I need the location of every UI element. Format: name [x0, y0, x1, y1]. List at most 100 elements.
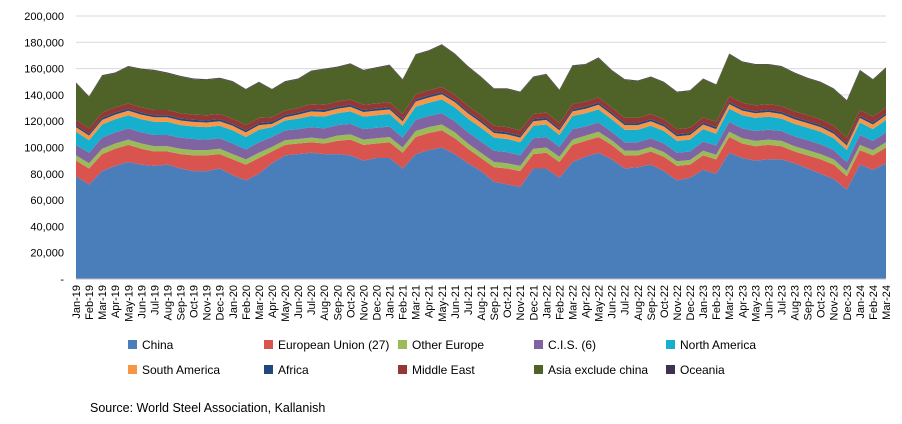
x-tick-label: Aug-22: [633, 285, 645, 320]
x-tick-label: May-21: [437, 285, 449, 322]
legend-label: Other Europe: [412, 338, 484, 352]
x-tick-label: Jan-23: [698, 285, 710, 319]
x-tick-label: Nov-22: [672, 285, 684, 320]
x-tick-label: Mar-21: [411, 285, 423, 320]
y-tick-label: 20,000: [30, 248, 64, 260]
legend-swatch: [398, 340, 407, 349]
legend-label: Middle East: [412, 363, 475, 377]
x-tick-label: Mar-19: [97, 285, 109, 320]
legend-label: C.I.S. (6): [548, 338, 596, 352]
x-tick-label: Jul-22: [620, 285, 632, 315]
legend-label: North America: [680, 338, 756, 352]
x-tick-label: Sep-19: [176, 285, 188, 320]
y-tick-label: 60,000: [30, 195, 64, 207]
series-area-asia-exclude-china: [76, 44, 886, 138]
x-tick-label: Dec-20: [371, 285, 383, 320]
y-tick-label: 180,000: [24, 37, 64, 49]
legend-label: Oceania: [680, 363, 725, 377]
x-tick-label: Apr-23: [737, 285, 749, 318]
x-tick-label: Dec-19: [215, 285, 227, 320]
x-tick-label: Nov-23: [829, 285, 841, 320]
x-tick-label: Feb-19: [84, 285, 96, 320]
legend-label: Asia exclude china: [548, 363, 648, 377]
x-tick-label: Feb-24: [868, 285, 880, 320]
legend-swatch: [128, 340, 137, 349]
x-tick-label: Dec-21: [528, 285, 540, 320]
x-tick-label: Sep-22: [646, 285, 658, 320]
x-tick-label: Jun-23: [763, 285, 775, 319]
legend-swatch: [128, 365, 137, 374]
legend-label: South America: [142, 363, 220, 377]
x-tick-label: Jan-24: [855, 285, 867, 319]
source-note: Source: World Steel Association, Kallani…: [90, 401, 325, 415]
y-tick-label: 160,000: [24, 64, 64, 76]
x-tick-label: Aug-19: [162, 285, 174, 320]
x-tick-label: Mar-24: [881, 285, 893, 320]
x-tick-label: Mar-20: [254, 285, 266, 320]
x-tick-label: Oct-22: [659, 285, 671, 318]
x-tick-label: Sep-20: [332, 285, 344, 320]
x-tick-label: Jan-21: [385, 285, 397, 319]
series-area-north-america: [76, 99, 886, 162]
x-axis: Jan-19 Feb-19 Mar-19 Apr-19 May-19 Jun-19 Jul-…: [71, 278, 893, 322]
x-tick-label: Jan-22: [541, 285, 553, 319]
x-tick-label: Sep-23: [803, 285, 815, 320]
x-tick-label: Oct-20: [345, 285, 357, 318]
legend-label: Africa: [278, 363, 309, 377]
legend-label: China: [142, 338, 174, 352]
x-tick-label: Jun-20: [293, 285, 305, 319]
legend-swatch: [534, 340, 543, 349]
legend-swatch: [264, 340, 273, 349]
legend-swatch: [666, 340, 675, 349]
x-tick-label: Jun-22: [607, 285, 619, 319]
x-tick-label: May-23: [750, 285, 762, 322]
x-tick-label: Apr-20: [267, 285, 279, 318]
x-tick-label: Jan-20: [228, 285, 240, 319]
legend-swatch: [666, 365, 675, 374]
x-tick-label: Jul-20: [306, 285, 318, 315]
x-tick-label: Aug-21: [476, 285, 488, 320]
x-tick-label: Jan-19: [71, 285, 83, 319]
legend: China European Union (27) Other Europe C.I.…: [128, 338, 756, 377]
y-tick-label: 80,000: [30, 169, 64, 181]
x-tick-label: Jul-19: [149, 285, 161, 315]
y-tick-label: 200,000: [24, 11, 64, 23]
series-area-european-union-27: [76, 130, 886, 190]
series-area-middle-east: [76, 87, 886, 144]
x-tick-label: Apr-21: [424, 285, 436, 318]
series-area-other-europe: [76, 124, 886, 177]
x-tick-label: Nov-19: [202, 285, 214, 320]
x-tick-label: Mar-23: [724, 285, 736, 320]
x-tick-label: Sep-21: [489, 285, 501, 320]
legend-label: European Union (27): [278, 338, 389, 352]
y-tick-label: -: [60, 274, 64, 286]
x-tick-label: Nov-21: [515, 285, 527, 320]
series-area-south-america: [76, 94, 886, 151]
y-tick-label: 100,000: [24, 143, 64, 155]
x-tick-label: Nov-20: [358, 285, 370, 320]
x-tick-label: Oct-19: [189, 285, 201, 318]
x-tick-label: Feb-21: [398, 285, 410, 320]
x-tick-label: Aug-20: [319, 285, 331, 320]
x-tick-label: Jun-21: [450, 285, 462, 319]
x-tick-label: Jun-19: [136, 285, 148, 319]
x-tick-label: Feb-23: [711, 285, 723, 320]
legend-swatch: [398, 365, 407, 374]
legend-swatch: [534, 365, 543, 374]
x-tick-label: Dec-22: [685, 285, 697, 320]
y-axis: - 20,000 40,000 60,000 80,000 100,000 120,000 1…: [24, 11, 64, 286]
x-tick-label: May-19: [123, 285, 135, 322]
series-areas: [76, 44, 886, 279]
x-tick-label: Apr-19: [110, 285, 122, 318]
x-tick-label: Dec-23: [842, 285, 854, 320]
x-tick-label: Feb-22: [554, 285, 566, 320]
x-tick-label: Oct-21: [502, 285, 514, 318]
series-area-c-i-s-6: [76, 113, 886, 172]
x-tick-label: Oct-23: [816, 285, 828, 318]
x-tick-label: Apr-22: [581, 285, 593, 318]
x-tick-label: Jul-23: [776, 285, 788, 315]
legend-swatch: [264, 365, 273, 374]
series-area-china: [76, 147, 886, 279]
y-tick-label: 40,000: [30, 221, 64, 233]
